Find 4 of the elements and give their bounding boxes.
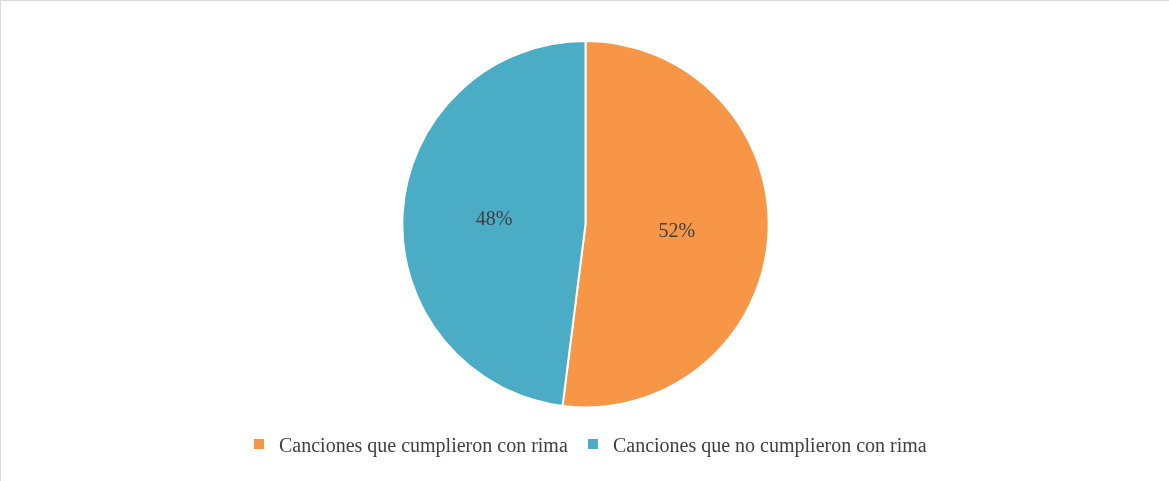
- legend-label: Canciones que no cumplieron con rima: [612, 433, 927, 457]
- data-label: 48%: [475, 207, 513, 230]
- data-label: 52%: [658, 218, 696, 241]
- legend-label: Canciones que cumplieron con rima: [279, 433, 568, 457]
